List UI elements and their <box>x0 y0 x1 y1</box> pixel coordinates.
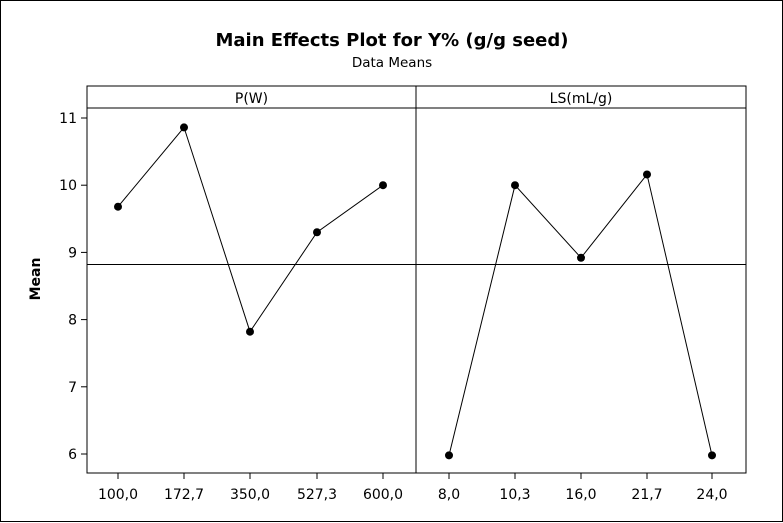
data-point <box>445 451 453 460</box>
data-point <box>313 228 321 237</box>
x-tick-label: 172,7 <box>164 487 204 503</box>
y-tick-label: 6 <box>68 447 77 463</box>
data-point <box>180 123 188 132</box>
data-point <box>708 451 716 460</box>
y-tick-label: 9 <box>68 245 77 261</box>
x-tick-label: 16,0 <box>565 487 596 503</box>
x-tick-label: 24,0 <box>696 487 727 503</box>
data-point <box>379 181 387 190</box>
chart-subtitle: Data Means <box>352 55 432 71</box>
y-tick-label: 8 <box>68 313 77 329</box>
y-tick-label: 10 <box>59 178 77 194</box>
chart-title: Main Effects Plot for Y% (g/g seed) <box>215 30 568 51</box>
series-line-1 <box>117 126 384 333</box>
y-tick-label: 11 <box>59 111 77 127</box>
panel-title-2: LS(mL/g) <box>550 91 613 107</box>
x-tick-label: 350,0 <box>230 487 270 503</box>
x-tick-label: 21,7 <box>631 487 662 503</box>
x-tick-label: 8,0 <box>438 487 460 503</box>
panel-title-1: P(W) <box>235 91 268 107</box>
y-axis-label: Mean <box>28 258 44 301</box>
x-tick-label: 100,0 <box>98 487 138 503</box>
x-tick-label: 527,3 <box>297 487 337 503</box>
data-point <box>577 253 585 262</box>
x-tick-label: 600,0 <box>363 487 403 503</box>
x-tick-label: 10,3 <box>499 487 530 503</box>
y-tick-label: 7 <box>68 380 77 396</box>
data-point <box>511 181 519 190</box>
series-line-2 <box>448 173 713 456</box>
data-point <box>643 170 651 179</box>
data-point <box>114 202 122 211</box>
data-point <box>246 327 254 336</box>
